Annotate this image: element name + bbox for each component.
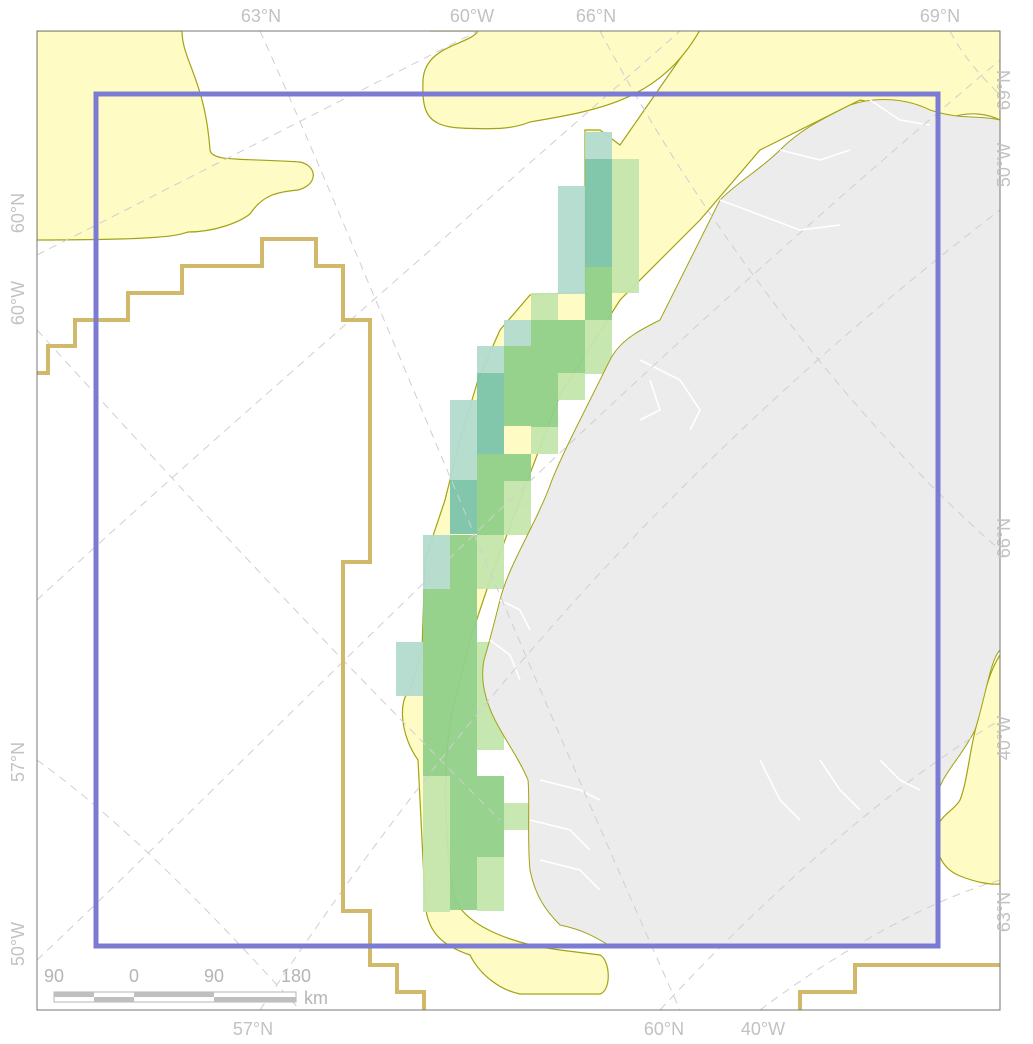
map-frame: [36, 30, 1001, 1011]
land-greenland: [482, 99, 1000, 947]
label-right-5: 63°N: [994, 892, 1014, 932]
study-area-box: [93, 91, 941, 949]
label-right-2: 50°W: [994, 143, 1014, 187]
scale-bar: 90 0 90 180 km: [44, 966, 328, 1008]
label-bottom-3: 40°W: [741, 1019, 785, 1039]
scale-tick-4: 180: [281, 966, 311, 986]
coastal-zone-northwest: [37, 31, 314, 241]
cells-mid-green: [423, 267, 612, 910]
labels-bottom: 57°N 60°N 40°W: [233, 1019, 785, 1039]
scale-unit: km: [304, 988, 328, 1008]
label-top-2: 60°W: [450, 6, 494, 26]
label-bottom-2: 60°N: [644, 1019, 684, 1039]
label-left-3: 57°N: [8, 742, 28, 782]
label-top-3: 66°N: [576, 6, 616, 26]
label-top-1: 63°N: [241, 6, 281, 26]
graticule: [37, 31, 1000, 1010]
label-right-1: 69°N: [994, 70, 1014, 110]
scale-tick-1: 90: [44, 966, 64, 986]
label-left-1: 60°N: [8, 193, 28, 233]
eez-boundary-east: [798, 963, 1000, 1010]
label-right-3: 66°N: [994, 518, 1014, 558]
label-right-4: 40°W: [994, 716, 1014, 760]
label-bottom-1: 57°N: [233, 1019, 273, 1039]
labels-left: 60°N 60°W 57°N 50°W: [8, 193, 28, 966]
labels-top: 63°N 60°W 66°N 69°N: [241, 6, 960, 26]
eez-boundary: [37, 237, 426, 1010]
label-left-4: 50°W: [8, 922, 28, 966]
label-left-2: 60°W: [8, 281, 28, 325]
fjords: [489, 99, 931, 891]
label-top-4: 69°N: [920, 6, 960, 26]
labels-right: 69°N 50°W 66°N 40°W 63°N: [994, 70, 1014, 932]
scale-tick-3: 90: [204, 966, 224, 986]
scale-tick-2: 0: [129, 966, 139, 986]
